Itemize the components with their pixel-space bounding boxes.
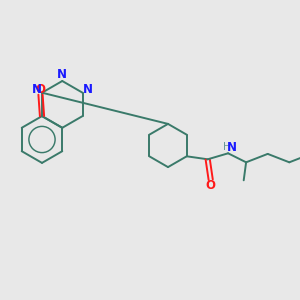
Text: O: O bbox=[206, 178, 216, 192]
Text: N: N bbox=[227, 141, 237, 154]
Text: O: O bbox=[35, 82, 46, 96]
Text: N: N bbox=[32, 83, 42, 96]
Text: H: H bbox=[223, 142, 231, 152]
Text: N: N bbox=[57, 68, 67, 82]
Text: N: N bbox=[83, 83, 93, 96]
